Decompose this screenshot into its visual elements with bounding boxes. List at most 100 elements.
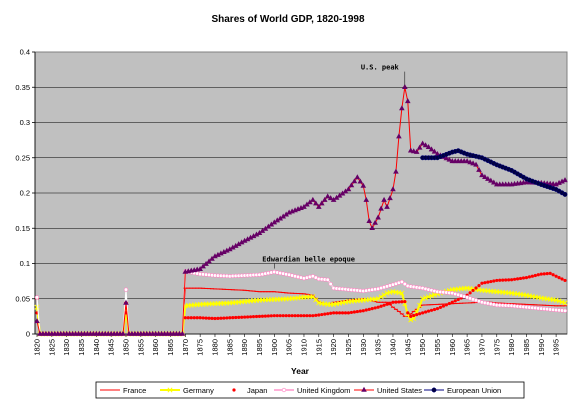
series-point	[357, 178, 364, 184]
series-point	[495, 278, 499, 283]
series-point	[244, 236, 251, 242]
series-point	[367, 307, 371, 311]
series-point	[221, 249, 227, 255]
series-point	[326, 312, 330, 316]
series-point	[200, 263, 206, 269]
series-point	[266, 314, 270, 318]
series-point	[228, 316, 232, 320]
series-point	[305, 314, 309, 318]
x-tick-label: 1985	[522, 339, 531, 356]
series-point	[385, 302, 389, 306]
series-point	[562, 177, 568, 183]
series-point	[215, 251, 221, 257]
series-point	[224, 247, 230, 253]
series-point	[256, 229, 263, 235]
series-point	[521, 276, 526, 280]
series-european-union	[420, 148, 568, 197]
x-tick-label: 1915	[314, 339, 323, 356]
series-point	[225, 316, 229, 320]
series-point	[360, 182, 367, 188]
series-point	[281, 387, 287, 393]
series-point	[328, 281, 333, 287]
series-point	[387, 195, 393, 201]
series-point	[562, 300, 568, 306]
series-point	[426, 309, 431, 313]
series-point	[393, 168, 399, 174]
series-point	[304, 201, 310, 207]
series-point	[283, 211, 289, 217]
x-tick-label: 1975	[492, 339, 501, 356]
series-point	[186, 316, 190, 320]
x-tick-label: 1940	[388, 339, 397, 356]
series-point	[551, 273, 555, 277]
series-point	[262, 225, 269, 231]
x-tick-label: 1830	[62, 339, 71, 356]
series-point	[539, 272, 543, 276]
series-point	[477, 284, 481, 288]
x-tick-label: 1965	[463, 339, 472, 356]
x-tick-label: 1945	[403, 339, 412, 356]
series-point	[483, 281, 487, 285]
legend-label: European Union	[447, 386, 501, 395]
series-point	[486, 280, 490, 284]
series-point	[334, 311, 339, 315]
annotations: U.S. peak Edwardian belle epoque	[262, 64, 406, 269]
series-point	[364, 308, 368, 312]
series-point	[311, 314, 315, 318]
series-point	[246, 315, 250, 319]
series-point	[235, 241, 242, 247]
series-united-states	[34, 84, 568, 336]
series-point	[321, 196, 328, 202]
series-point	[275, 314, 279, 318]
series-point	[345, 186, 352, 192]
x-tick-label: 1970	[477, 339, 486, 356]
series-point	[243, 315, 247, 319]
series-point	[491, 179, 497, 185]
series-point	[418, 312, 422, 316]
series-point	[198, 316, 202, 320]
series-point	[417, 302, 423, 308]
series-point	[468, 291, 472, 295]
series-point	[218, 250, 224, 256]
x-tick-label: 1870	[181, 339, 190, 356]
series-point	[482, 174, 488, 180]
legend-label: Germany	[183, 386, 214, 395]
x-tick-label: 1850	[121, 339, 130, 356]
series-point	[179, 330, 186, 336]
series-point	[390, 186, 396, 192]
series-point	[492, 279, 496, 283]
series-point	[277, 215, 284, 221]
series-point	[412, 313, 416, 318]
series-point	[349, 310, 354, 315]
series-point	[474, 286, 478, 290]
series-point	[355, 309, 359, 314]
legend-item: Germany	[160, 386, 214, 395]
series-point	[450, 300, 454, 304]
x-tick-label: 1885	[225, 339, 234, 356]
series-point	[320, 312, 324, 317]
series-point	[556, 179, 562, 185]
series-point	[562, 191, 568, 197]
x-tick-label: 1875	[196, 339, 205, 356]
series-point	[257, 314, 262, 318]
y-tick-label: 0.2	[20, 189, 30, 198]
series-point	[290, 314, 294, 318]
series-point	[343, 311, 348, 315]
series-point	[560, 277, 564, 281]
series-point	[232, 388, 236, 392]
y-axis-ticks: 0 0.05 0.1 0.15 0.2 0.25 0.3 0.35 0.4	[15, 48, 36, 339]
series-point	[530, 274, 534, 278]
series-point	[510, 278, 514, 282]
y-tick-label: 0.3	[20, 118, 30, 127]
series-point	[421, 311, 425, 315]
series-point	[404, 98, 411, 104]
series-point	[280, 213, 287, 219]
series-point	[342, 188, 349, 194]
legend-item: United States	[354, 386, 422, 395]
series-point	[504, 278, 508, 282]
series-point	[216, 316, 220, 320]
series-point	[330, 196, 337, 202]
x-tick-label: 1825	[47, 339, 56, 356]
series-point	[323, 312, 327, 316]
